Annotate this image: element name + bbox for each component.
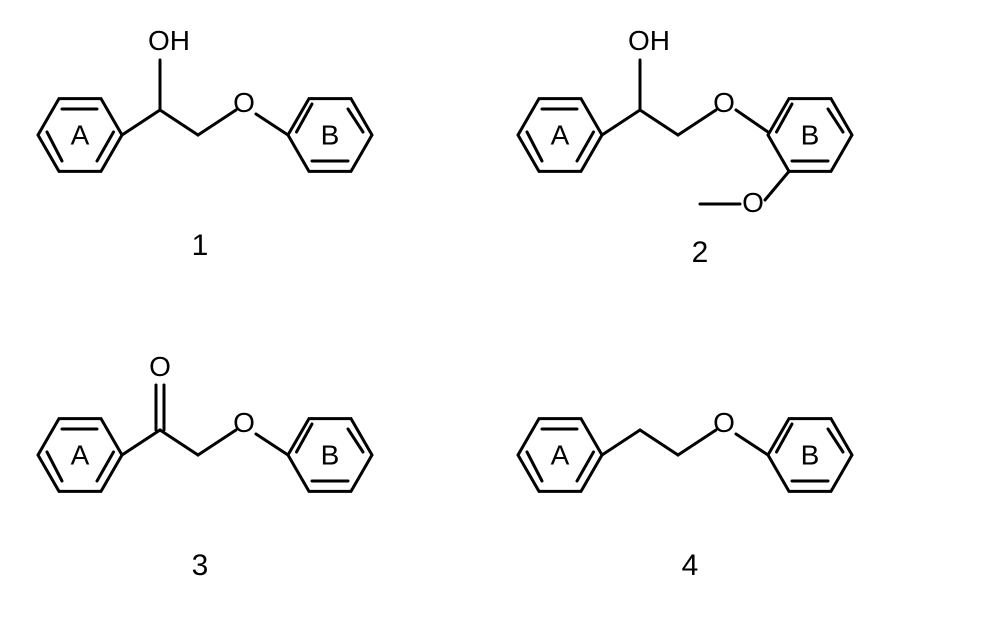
structures-svg: A OH O B 1 A OH O B O — [0, 0, 1000, 627]
ether-O-4: O — [713, 407, 735, 438]
ring-B-4: B — [768, 419, 852, 492]
molecule-2: A OH O B O 2 — [518, 25, 852, 269]
molecule-3: A O O B 3 — [38, 351, 372, 582]
methoxy-O-2: O — [742, 187, 764, 218]
ring-B-2: B — [768, 99, 852, 172]
oh-label-2: OH — [628, 25, 670, 56]
ring-A-2: A — [518, 99, 602, 172]
ring-A-3: A — [38, 419, 122, 492]
ring-B-label-3: B — [321, 439, 340, 470]
ether-O-2: O — [713, 87, 735, 118]
molecule-1: A OH O B 1 — [38, 25, 372, 262]
ring-B-label-4: B — [801, 439, 820, 470]
ring-A-label-1: A — [71, 119, 90, 150]
mol-number-1: 1 — [192, 229, 209, 262]
molecule-4: A O B 4 — [518, 407, 852, 582]
ring-B-3: B — [288, 419, 372, 492]
carbonyl-O-3: O — [149, 351, 171, 382]
ring-B-1: B — [288, 99, 372, 172]
ether-O-3: O — [233, 407, 255, 438]
mol-number-4: 4 — [682, 549, 699, 582]
figure-canvas: A OH O B 1 A OH O B O — [0, 0, 1000, 627]
ring-A-label-4: A — [551, 439, 570, 470]
ring-B-label-1: B — [321, 119, 340, 150]
ether-O-1: O — [233, 87, 255, 118]
oh-label-1: OH — [148, 25, 190, 56]
ring-A-label-2: A — [551, 119, 570, 150]
mol-number-3: 3 — [192, 549, 209, 582]
mol-number-2: 2 — [692, 236, 709, 269]
ring-A-4: A — [518, 419, 602, 492]
ring-B-label-2: B — [801, 119, 820, 150]
ring-A-1: A — [38, 99, 122, 172]
ring-A-label-3: A — [71, 439, 90, 470]
